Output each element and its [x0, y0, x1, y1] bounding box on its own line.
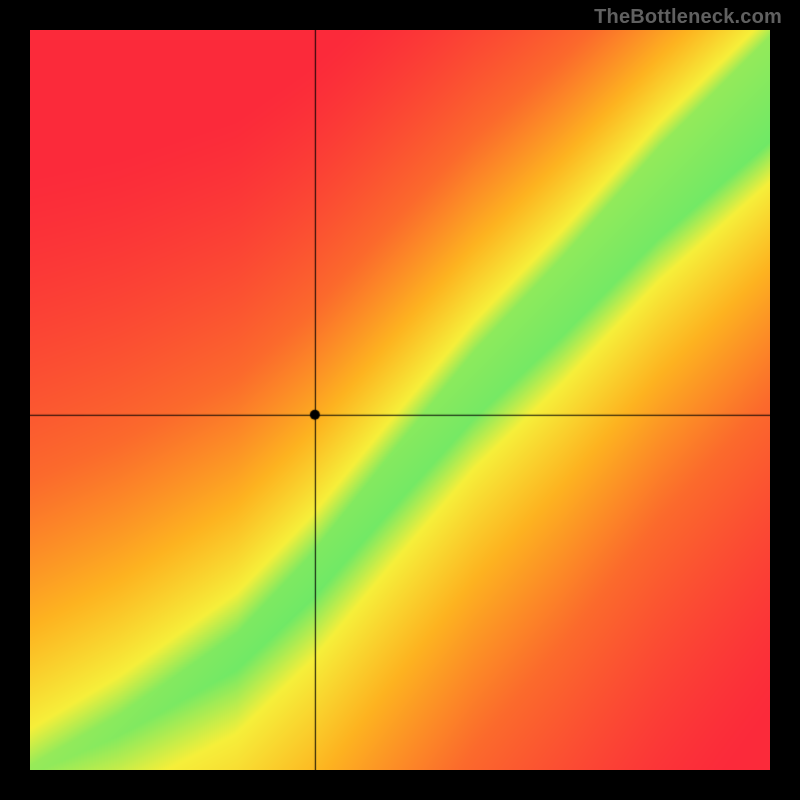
bottleneck-heatmap: [30, 30, 770, 770]
chart-container: TheBottleneck.com: [0, 0, 800, 800]
attribution-text: TheBottleneck.com: [594, 6, 782, 29]
